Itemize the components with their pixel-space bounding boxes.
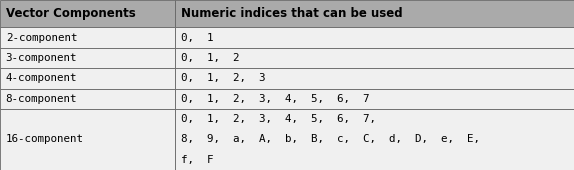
Bar [0,48,175,68]
Text: 16-component: 16-component [6,134,84,144]
Bar [0,28,175,48]
Bar [0,109,175,170]
Text: 0,  1,  2,  3,  4,  5,  6,  7: 0, 1, 2, 3, 4, 5, 6, 7 [181,94,369,104]
Bar [175,68,574,89]
Text: 3-component: 3-component [6,53,77,63]
Bar [175,89,574,109]
Text: 0,  1,  2: 0, 1, 2 [181,53,239,63]
Text: 8,  9,  a,  A,  b,  B,  c,  C,  d,  D,  e,  E,: 8, 9, a, A, b, B, c, C, d, D, e, E, [181,134,480,144]
Bar [0,0,175,28]
Bar [175,28,574,48]
Bar [175,109,574,170]
Text: 0,  1,  2,  3,  4,  5,  6,  7,: 0, 1, 2, 3, 4, 5, 6, 7, [181,114,376,124]
Bar [175,48,574,68]
Text: Numeric indices that can be used: Numeric indices that can be used [181,7,402,20]
Bar [0,89,175,109]
Text: 2-component: 2-component [6,33,77,43]
Text: 4-component: 4-component [6,73,77,83]
Bar [0,68,175,89]
Text: 8-component: 8-component [6,94,77,104]
Text: f,  F: f, F [181,155,214,165]
Text: Vector Components: Vector Components [6,7,135,20]
Bar [175,0,574,28]
Text: 0,  1,  2,  3: 0, 1, 2, 3 [181,73,265,83]
Text: 0,  1: 0, 1 [181,33,214,43]
